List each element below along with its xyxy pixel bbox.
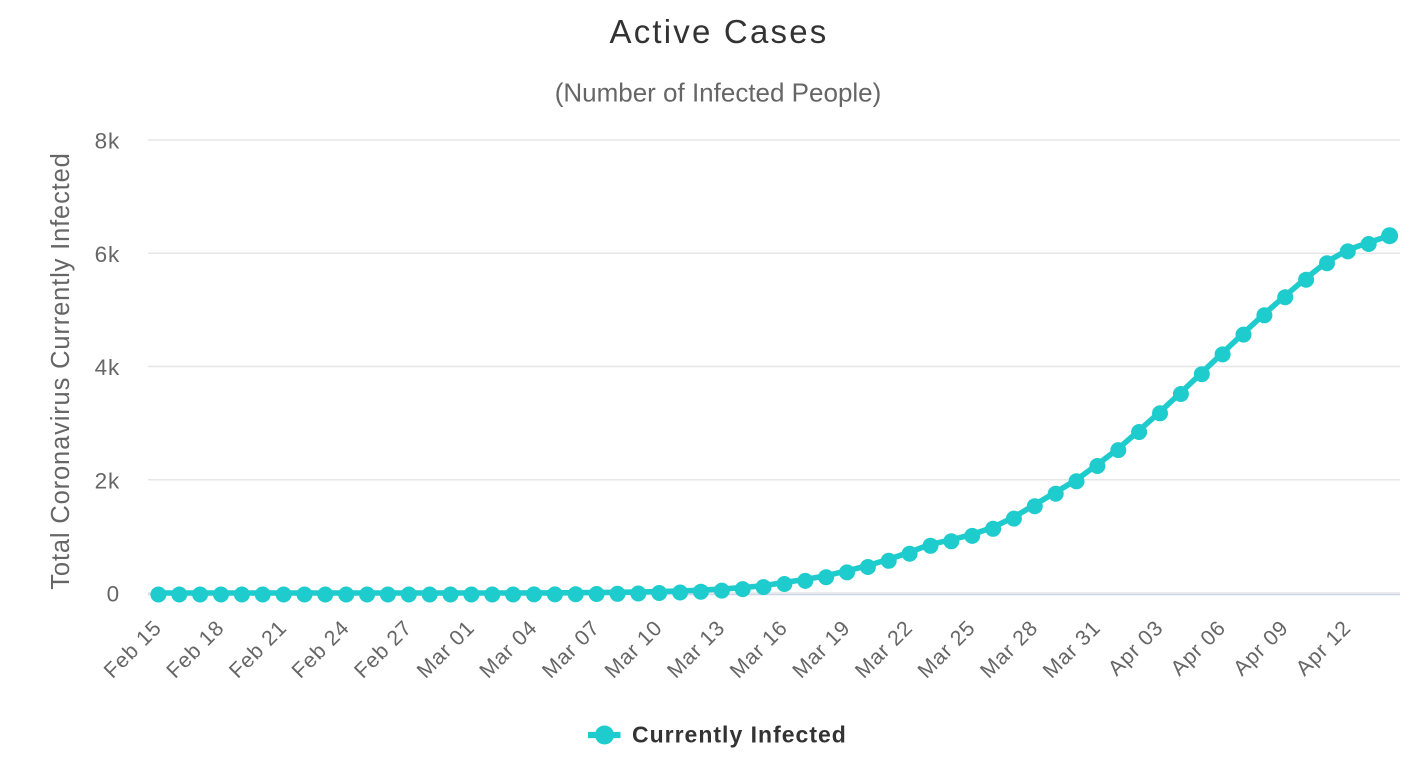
svg-text:8k: 8k [95,129,120,154]
svg-text:2k: 2k [95,468,120,493]
svg-text:6k: 6k [95,242,120,267]
svg-text:0: 0 [107,582,120,607]
svg-text:4k: 4k [95,355,120,380]
svg-text:Currently Infected: Currently Infected [632,722,847,748]
svg-text:(Number of Infected People): (Number of Infected People) [555,78,882,108]
svg-text:Active Cases: Active Cases [610,13,829,50]
svg-text:Total Coronavirus Currently In: Total Coronavirus Currently Infected [47,152,75,589]
